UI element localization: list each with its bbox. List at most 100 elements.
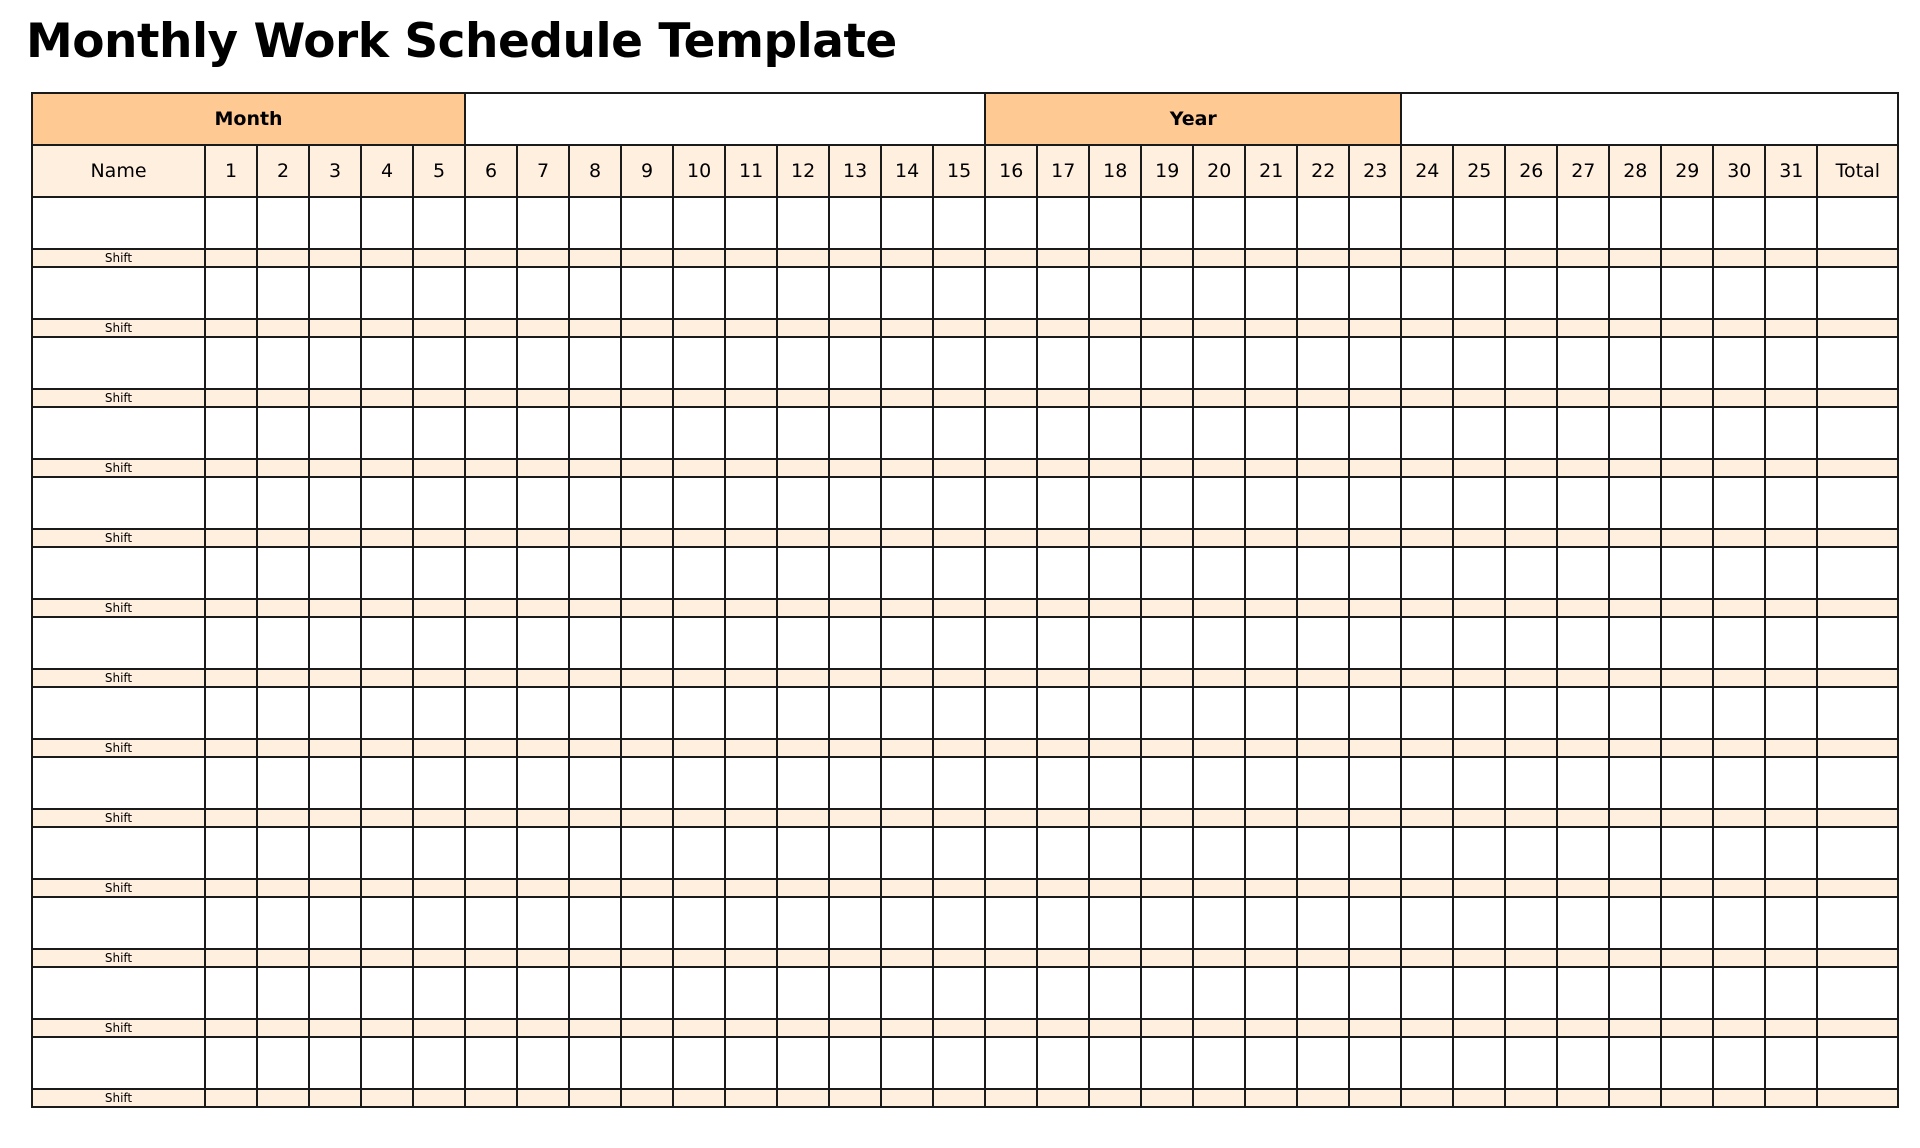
shift-cell[interactable] [1660,458,1715,478]
shift-cell[interactable] [620,598,675,618]
shift-cell[interactable] [360,878,414,898]
shift-cell[interactable] [1244,948,1299,968]
day-cell[interactable] [1296,476,1351,530]
day-cell[interactable] [1036,616,1091,670]
shift-cell[interactable] [1608,878,1663,898]
day-cell[interactable] [1140,336,1195,390]
shift-cell[interactable] [1348,388,1403,408]
day-cell[interactable] [1192,406,1247,460]
shift-cell[interactable] [1504,528,1559,548]
day-cell[interactable] [984,546,1039,600]
shift-cell[interactable] [1036,1088,1091,1108]
day-cell[interactable] [1036,196,1091,250]
day-cell[interactable] [828,896,883,950]
day-cell[interactable] [1504,756,1559,810]
day-cell[interactable] [568,546,623,600]
shift-cell[interactable] [1296,248,1351,268]
shift-cell[interactable] [672,948,727,968]
shift-cell[interactable] [308,248,362,268]
shift-cell[interactable] [1608,808,1663,828]
shift-cell[interactable] [1400,1088,1455,1108]
shift-cell[interactable] [1712,738,1767,758]
shift-cell[interactable] [516,808,571,828]
day-cell[interactable] [828,966,883,1020]
shift-cell[interactable] [1244,318,1299,338]
shift-cell[interactable] [932,668,987,688]
shift-cell[interactable] [932,1018,987,1038]
day-cell[interactable] [1608,546,1663,600]
shift-cell[interactable] [828,948,883,968]
shift-cell[interactable] [1712,458,1767,478]
shift-cell[interactable] [1400,318,1455,338]
day-cell[interactable] [1140,966,1195,1020]
day-cell[interactable] [828,266,883,320]
day-cell[interactable] [360,266,414,320]
day-cell[interactable] [568,406,623,460]
shift-cell[interactable] [464,668,519,688]
shift-cell[interactable] [516,458,571,478]
shift-cell[interactable] [464,318,519,338]
day-cell[interactable] [360,896,414,950]
day-cell[interactable] [1504,1036,1559,1090]
shift-cell[interactable] [1192,808,1247,828]
day-cell[interactable] [1712,966,1767,1020]
shift-cell[interactable] [1452,1088,1507,1108]
day-cell[interactable] [204,966,258,1020]
day-cell[interactable] [360,1036,414,1090]
shift-cell[interactable] [204,528,258,548]
shift-cell[interactable] [932,948,987,968]
shift-cell[interactable] [724,1018,779,1038]
shift-cell[interactable] [1764,1088,1819,1108]
shift-total-cell[interactable] [1816,528,1900,548]
day-cell[interactable] [620,336,675,390]
day-cell[interactable] [204,616,258,670]
day-cell[interactable] [1764,336,1819,390]
day-cell[interactable] [1036,966,1091,1020]
day-cell[interactable] [1140,406,1195,460]
shift-cell[interactable] [1764,388,1819,408]
shift-cell[interactable] [1348,458,1403,478]
day-cell[interactable] [932,336,987,390]
shift-cell[interactable] [1088,248,1143,268]
day-cell[interactable] [984,266,1039,320]
shift-cell[interactable] [1660,738,1715,758]
day-cell[interactable] [1764,616,1819,670]
day-cell[interactable] [828,546,883,600]
shift-cell[interactable] [1140,1018,1195,1038]
shift-cell[interactable] [620,1018,675,1038]
day-cell[interactable] [1660,826,1715,880]
day-cell[interactable] [724,336,779,390]
shift-cell[interactable] [1088,528,1143,548]
day-cell[interactable] [1556,266,1611,320]
day-cell[interactable] [1712,406,1767,460]
day-cell[interactable] [1452,686,1507,740]
day-cell[interactable] [672,756,727,810]
day-cell[interactable] [516,546,571,600]
shift-cell[interactable] [620,388,675,408]
shift-cell[interactable] [204,668,258,688]
shift-cell[interactable] [1452,388,1507,408]
shift-cell[interactable] [1400,248,1455,268]
shift-cell[interactable] [1036,598,1091,618]
day-cell[interactable] [1504,686,1559,740]
total-cell[interactable] [1816,686,1900,740]
shift-cell[interactable] [411,668,467,688]
shift-cell[interactable] [411,458,467,478]
shift-cell[interactable] [1660,878,1715,898]
shift-cell[interactable] [1244,808,1299,828]
shift-cell[interactable] [1296,388,1351,408]
day-cell[interactable] [672,476,727,530]
day-cell[interactable] [1296,406,1351,460]
shift-cell[interactable] [1556,318,1611,338]
day-cell[interactable] [1244,966,1299,1020]
shift-cell[interactable] [1140,248,1195,268]
day-cell[interactable] [1556,686,1611,740]
shift-cell[interactable] [1140,668,1195,688]
day-cell[interactable] [1348,966,1403,1020]
shift-cell[interactable] [1504,318,1559,338]
shift-cell[interactable] [1140,948,1195,968]
shift-cell[interactable] [1140,738,1195,758]
shift-cell[interactable] [1660,318,1715,338]
day-cell[interactable] [724,616,779,670]
shift-cell[interactable] [1400,738,1455,758]
